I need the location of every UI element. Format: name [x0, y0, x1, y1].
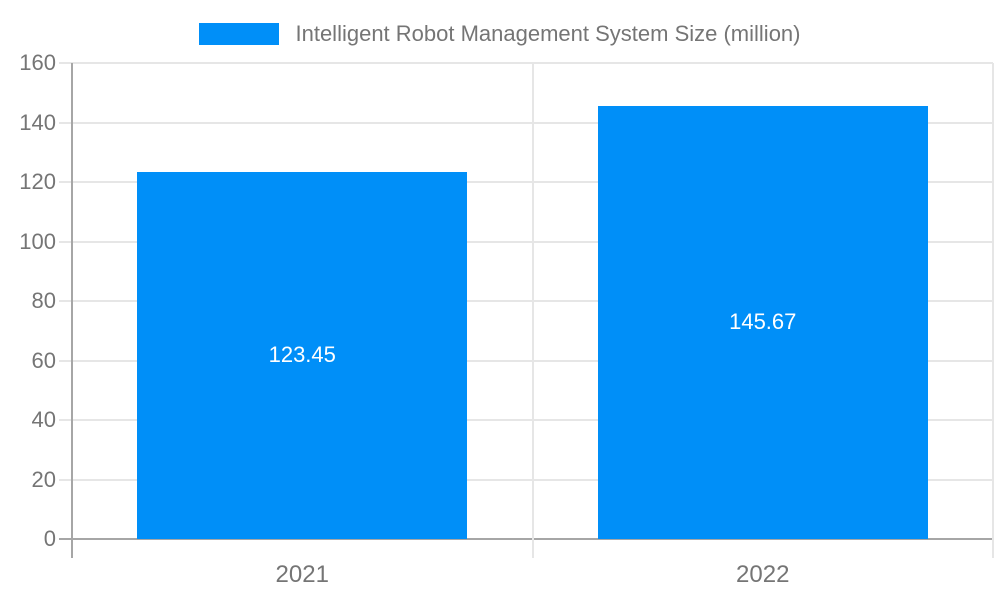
- y-axis-tick-label: 140: [19, 109, 56, 135]
- bar-value-label: 145.67: [729, 309, 797, 335]
- bar-value-label: 123.45: [268, 342, 336, 368]
- y-axis-tick-label: 100: [19, 228, 56, 254]
- bar-2021: 123.45: [137, 171, 468, 539]
- gridline: [59, 478, 993, 481]
- bar-2022: 145.67: [597, 105, 928, 539]
- vertical-gridline: [992, 63, 994, 558]
- y-axis-tick-label: 20: [31, 466, 56, 492]
- gridline: [59, 121, 993, 124]
- vertical-gridline: [531, 63, 534, 558]
- y-axis-tick-label: 60: [31, 347, 56, 373]
- legend: Intelligent Robot Management System Size…: [0, 21, 1000, 47]
- gridline: [59, 419, 993, 421]
- x-axis-baseline: [59, 538, 993, 540]
- y-axis-tick-label: 0: [43, 526, 56, 551]
- y-axis-tick-label: 40: [31, 407, 56, 432]
- legend-swatch: [199, 23, 280, 45]
- x-axis-tick-label: 2021: [275, 561, 329, 588]
- y-axis-tick-label: 160: [19, 50, 56, 75]
- legend-label: Intelligent Robot Management System Size…: [295, 21, 801, 46]
- gridline: [59, 359, 993, 362]
- x-axis-tick-label: 2022: [736, 561, 790, 588]
- gridline: [59, 62, 993, 64]
- y-axis-line: [71, 63, 73, 558]
- y-axis-tick-label: 80: [31, 288, 56, 313]
- gridline: [59, 181, 993, 183]
- gridline: [59, 240, 993, 243]
- gridline: [59, 300, 993, 302]
- y-axis-tick-label: 120: [19, 169, 56, 194]
